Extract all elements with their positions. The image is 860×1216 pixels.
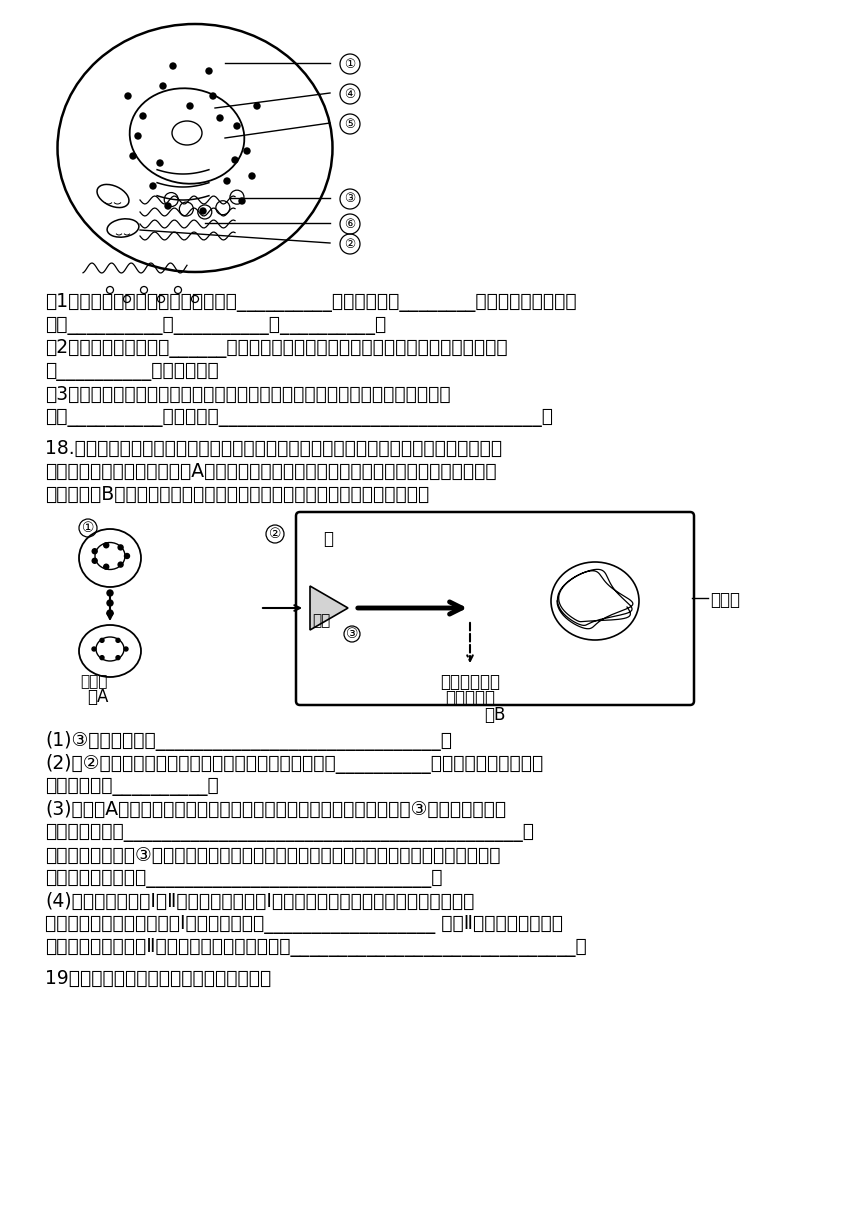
Text: （2）抗体的化学本质是______。抗体从开始合成到分泌出细胞，经过的细胞结构的顺序: （2）抗体的化学本质是______。抗体从开始合成到分泌出细胞，经过的细胞结构的… — [45, 339, 507, 358]
Text: 的特殊功能: 的特殊功能 — [445, 689, 495, 706]
Circle shape — [125, 92, 131, 98]
Circle shape — [92, 647, 96, 651]
Text: 的渗透压将会__________。: 的渗透压将会__________。 — [45, 777, 218, 796]
Circle shape — [107, 610, 113, 617]
Text: ④: ④ — [344, 88, 356, 101]
Circle shape — [200, 208, 206, 214]
Circle shape — [92, 558, 97, 563]
Text: 靶细胞: 靶细胞 — [710, 591, 740, 609]
Circle shape — [232, 157, 238, 163]
Text: 种信息的调节机制叫______________________________。: 种信息的调节机制叫______________________________。 — [45, 869, 443, 888]
Text: 激酶激活细胞: 激酶激活细胞 — [440, 672, 500, 691]
Circle shape — [104, 542, 108, 547]
Text: （3）若我们接种了原来流行的流感病毒研制的疫苗，是否可以预防现今的流行感: （3）若我们接种了原来流行的流感病毒研制的疫苗，是否可以预防现今的流行感 — [45, 385, 451, 404]
Circle shape — [125, 553, 130, 558]
Text: （1）如果分泌物是抗体，则该细胞是__________细胞。它是由________分化而来。分化的原: （1）如果分泌物是抗体，则该细胞是__________细胞。它是由_______… — [45, 293, 576, 313]
Circle shape — [140, 113, 146, 119]
Text: ①: ① — [344, 57, 356, 71]
Text: 图A: 图A — [88, 688, 108, 706]
Circle shape — [104, 564, 108, 569]
Circle shape — [107, 599, 113, 606]
Text: 如果胰高血糖素与③结合，则激酶激活的特殊功能刚好相反，同时会影响胰岛素的分泌。这: 如果胰高血糖素与③结合，则激酶激活的特殊功能刚好相反，同时会影响胰岛素的分泌。这 — [45, 846, 501, 865]
Polygon shape — [310, 586, 348, 630]
Text: 图B: 图B — [484, 706, 506, 724]
Text: 酶: 酶 — [323, 530, 333, 548]
Text: 活的特殊功能有__________________________________________。: 活的特殊功能有_________________________________… — [45, 823, 534, 841]
Circle shape — [107, 590, 113, 596]
Text: ⑤: ⑤ — [344, 118, 356, 130]
Circle shape — [187, 103, 193, 109]
Text: (1)③的组成成分是______________________________。: (1)③的组成成分是______________________________… — [45, 731, 452, 751]
Circle shape — [157, 161, 163, 167]
Circle shape — [118, 545, 123, 550]
Circle shape — [249, 173, 255, 179]
Circle shape — [118, 562, 123, 567]
Text: 抗体等多种抗体，由此显示Ⅰ型糖尿病应属于__________________ 病；Ⅱ型与靶细胞有关，: 抗体等多种抗体，由此显示Ⅰ型糖尿病应属于__________________ 病… — [45, 914, 563, 934]
Text: ③: ③ — [344, 192, 356, 206]
Circle shape — [100, 638, 104, 642]
Text: 因有__________；__________；__________。: 因有__________；__________；__________。 — [45, 316, 386, 334]
Text: ①: ① — [82, 520, 95, 535]
Text: 导方式，图B表示这种信号分子对靶细胞作用的方式。请据图回答相关问题。: 导方式，图B表示这种信号分子对靶细胞作用的方式。请据图回答相关问题。 — [45, 485, 429, 503]
Text: 失活: 失活 — [312, 613, 330, 627]
Circle shape — [165, 203, 171, 209]
Text: ②: ② — [344, 237, 356, 250]
Circle shape — [150, 182, 156, 188]
Text: 靶细胞: 靶细胞 — [80, 674, 108, 689]
Text: 作出综合反应的细胞行为。图A所示细胞通讯方式为人体内常见的１种信号分子及其信号传: 作出综合反应的细胞行为。图A所示细胞通讯方式为人体内常见的１种信号分子及其信号传 — [45, 462, 496, 482]
Circle shape — [254, 103, 260, 109]
Circle shape — [224, 178, 230, 184]
Circle shape — [116, 655, 120, 659]
Circle shape — [124, 647, 128, 651]
Text: (4)人类的糖尿病有Ⅰ和Ⅱ两种主要类型，在Ⅰ型糖尿病患者的血液中可查出如胰岛细胞: (4)人类的糖尿病有Ⅰ和Ⅱ两种主要类型，在Ⅰ型糖尿病患者的血液中可查出如胰岛细胞 — [45, 893, 475, 911]
Text: 冒？__________，为什么？__________________________________。: 冒？__________，为什么？_______________________… — [45, 409, 553, 427]
Text: 是__________。（填数字）: 是__________。（填数字） — [45, 362, 218, 381]
Circle shape — [116, 638, 120, 642]
Circle shape — [100, 655, 104, 659]
Text: 19．如图为人体部分特异性免疫过程示意图: 19．如图为人体部分特异性免疫过程示意图 — [45, 969, 271, 987]
Circle shape — [92, 548, 97, 553]
Circle shape — [239, 198, 245, 204]
Circle shape — [244, 148, 250, 154]
Text: ③: ③ — [346, 627, 359, 641]
Text: (2)若②表示的信息分子是抗利尿激素，则它的靶细胞为__________，功能激活后，靶细胞: (2)若②表示的信息分子是抗利尿激素，则它的靶细胞为__________，功能激… — [45, 754, 544, 775]
Circle shape — [135, 133, 141, 139]
Text: ⑥: ⑥ — [344, 218, 356, 231]
Circle shape — [217, 116, 223, 122]
Text: 18.细胞通讯通过细胞间或细胞内高度精确和高效地发送与接收信息而实现，是一种对环境: 18.细胞通讯通过细胞间或细胞内高度精确和高效地发送与接收信息而实现，是一种对环… — [45, 439, 502, 458]
Text: (3)如果图A过程表示的是胰岛素分子对机体的作用过程，如果胰岛素与③结合，则激酶激: (3)如果图A过程表示的是胰岛素分子对机体的作用过程，如果胰岛素与③结合，则激酶… — [45, 800, 507, 820]
Circle shape — [206, 68, 212, 74]
Circle shape — [160, 83, 166, 89]
Circle shape — [234, 123, 240, 129]
Text: ②: ② — [268, 527, 281, 541]
Circle shape — [170, 63, 176, 69]
Circle shape — [210, 92, 216, 98]
Text: 试根据上述过程阐释Ⅱ型糖尿病的发病机理可能是______________________________。: 试根据上述过程阐释Ⅱ型糖尿病的发病机理可能是__________________… — [45, 938, 587, 957]
Circle shape — [130, 153, 136, 159]
